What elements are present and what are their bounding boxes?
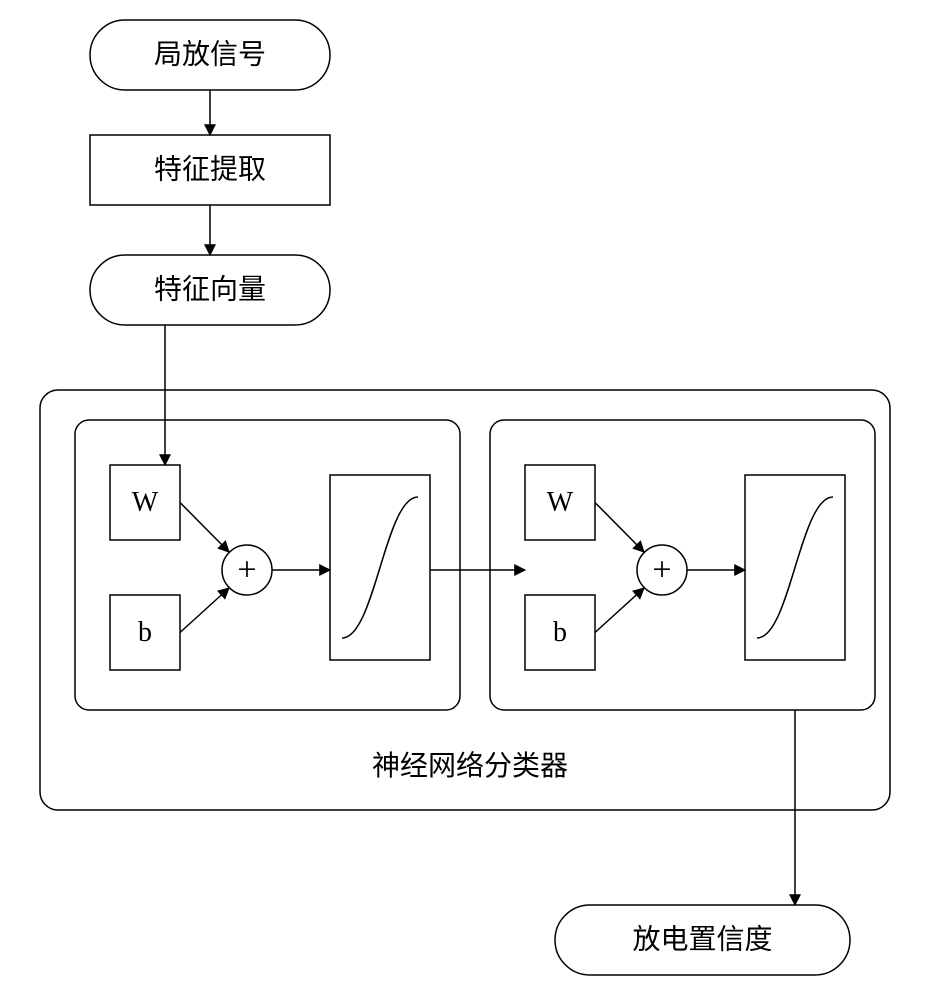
layer-1-W-label: W [132,487,159,518]
layer-1-sigmoid-icon [342,497,418,638]
node-output-confidence-label: 放电置信度 [632,924,772,956]
classifier-container [40,390,890,810]
layer-2-b-label: b [553,617,567,648]
layer-1-sum-label: + [237,552,256,589]
layer-2-sigmoid-icon [757,497,833,638]
classifier-label: 神经网络分类器 [372,750,568,782]
layer-2-b-to-sum [595,588,644,633]
layer-1 [75,420,460,710]
layer-1-b-label: b [138,617,152,648]
layer-2-W-to-sum [595,503,644,553]
layer-2-sum-label: + [652,552,671,589]
node-feature-vector-label: 特征向量 [154,274,266,306]
layer-2-W-label: W [547,487,574,518]
layer-2 [490,420,875,710]
layer-1-W-to-sum [180,503,229,553]
node-feature-extract-label: 特征提取 [154,154,266,186]
layer-1-b-to-sum [180,588,229,633]
node-signal-label: 局放信号 [154,39,266,71]
